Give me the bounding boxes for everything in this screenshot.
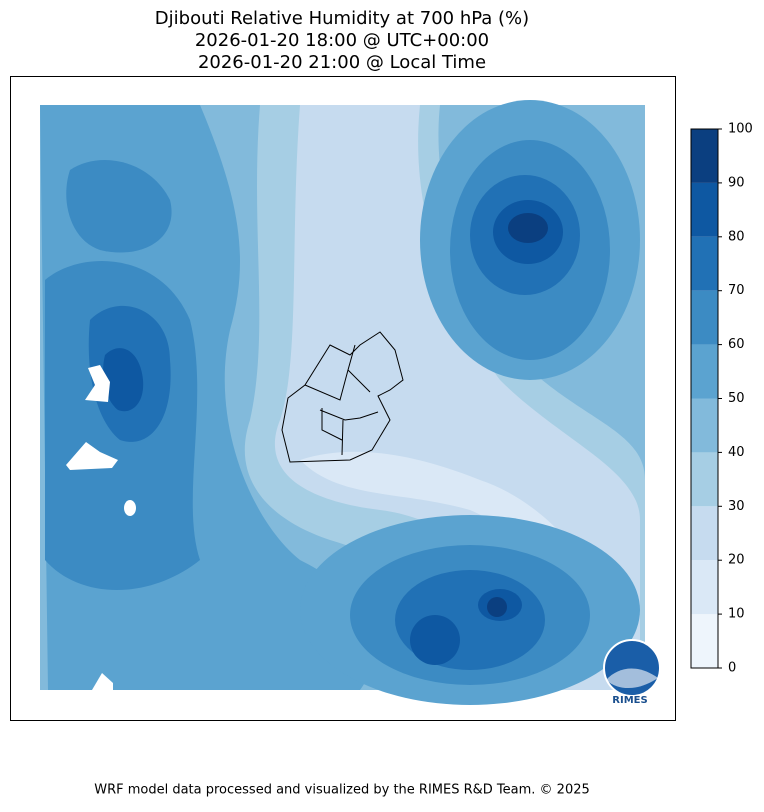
title-line: 2026-01-20 21:00 @ Local Time <box>198 52 486 73</box>
missing-area <box>124 500 136 516</box>
colorbar-segment <box>691 452 718 507</box>
colorbar-frame <box>690 128 719 669</box>
colorbar-tick-label: 80 <box>728 229 745 244</box>
footer: WRF model data processed and visualized … <box>94 783 590 798</box>
map-field <box>40 100 645 705</box>
title-line: Djibouti Relative Humidity at 700 hPa (%… <box>155 8 529 29</box>
country-border <box>281 331 404 463</box>
colorbar-segment <box>691 398 718 453</box>
logo-text: RIMES <box>612 695 647 706</box>
colorbar-tick-label: 90 <box>728 175 745 190</box>
colorbar-segment <box>691 614 718 668</box>
missing-area <box>85 365 110 402</box>
title-line: 2026-01-20 18:00 @ UTC+00:00 <box>195 30 489 51</box>
colorbar-tick-label: 100 <box>728 122 753 137</box>
colorbar: 0 10 20 30 40 50 60 70 80 90 100 <box>691 122 753 676</box>
colorbar-tick-label: 50 <box>728 391 745 406</box>
contour <box>508 213 548 243</box>
contour <box>103 348 144 412</box>
colorbar-tick-label: 40 <box>728 445 745 460</box>
colorbar-tick-label: 60 <box>728 337 745 352</box>
contour <box>410 615 460 665</box>
colorbar-tick-label: 70 <box>728 283 745 298</box>
colorbar-segment <box>691 129 718 183</box>
colorbar-tick-label: 0 <box>728 661 736 676</box>
contour <box>487 597 507 617</box>
colorbar-segment <box>691 236 718 291</box>
colorbar-tick-label: 10 <box>728 607 745 622</box>
colorbar-segment <box>691 344 718 399</box>
missing-area <box>92 673 113 690</box>
colorbar-segment <box>691 560 718 615</box>
contour <box>66 160 172 253</box>
logo-wave <box>606 668 658 689</box>
colorbar-tick-label: 30 <box>728 499 745 514</box>
colorbar-tick-label: 20 <box>728 553 745 568</box>
colorbar-segment <box>691 182 718 237</box>
missing-area <box>66 442 118 470</box>
colorbar-segment <box>691 290 718 345</box>
colorbar-segment <box>691 506 718 561</box>
